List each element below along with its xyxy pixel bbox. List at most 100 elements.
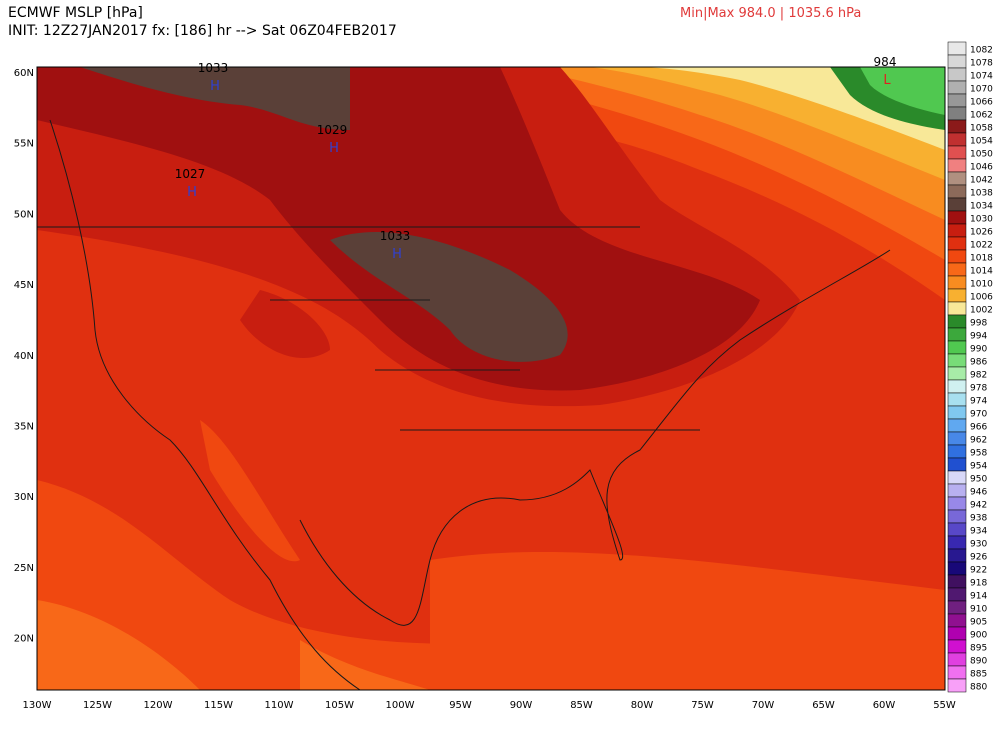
map-title: ECMWF MSLP [hPa] [8,5,143,21]
lon-label: 70W [752,700,775,711]
colorbar-cell [947,353,967,368]
lon-label: 110W [265,700,294,711]
colorbar-cell [947,366,967,381]
pressure-value: 1029 [317,123,348,137]
colorbar-cell [947,431,967,446]
colorbar-cell [947,600,967,615]
lon-label: 125W [83,700,112,711]
colorbar-label: 1082 [970,46,993,56]
lat-label: 60N [14,68,34,79]
colorbar-cell [947,54,967,69]
colorbar-label: 1058 [970,124,993,134]
colorbar-label: 954 [970,462,987,472]
coastlines [37,119,891,690]
colorbar-cell [947,145,967,160]
colorbar-label: 1002 [970,306,993,316]
colorbar-label: 950 [970,475,987,485]
colorbar-label: 1054 [970,137,993,147]
colorbar-label: 885 [970,670,987,680]
colorbar-label: 1034 [970,202,993,212]
colorbar-cell [947,158,967,173]
colorbar-cell [947,41,967,56]
map-field [37,67,945,690]
colorbar-label: 880 [970,683,987,693]
lat-label: 55N [14,139,34,150]
colorbar-label: 900 [970,631,987,641]
colorbar-cell [947,262,967,277]
colorbar-cell [947,457,967,472]
lat-label: 50N [14,209,34,220]
colorbar-label: 982 [970,371,987,381]
colorbar-label: 1006 [970,293,993,303]
colorbar-cell [947,613,967,628]
colorbar-label: 910 [970,605,987,615]
colorbar-cell [947,327,967,342]
colorbar-label: 1022 [970,241,993,251]
pressure-symbol: H [187,185,197,200]
colorbar-cell [947,509,967,524]
colorbar-label: 986 [970,358,987,368]
colorbar-label: 922 [970,566,987,576]
colorbar-cell [947,67,967,82]
lat-label: 45N [14,280,34,291]
colorbar-label: 1046 [970,163,993,173]
pressure-symbol: H [329,141,339,156]
lon-label: 105W [325,700,354,711]
colorbar-label: 974 [970,397,987,407]
lat-label: 35N [14,422,34,433]
lon-label: 85W [570,700,593,711]
colorbar-cell [947,483,967,498]
lon-label: 55W [933,700,956,711]
colorbar-label: 970 [970,410,987,420]
colorbar-label: 1070 [970,85,993,95]
colorbar-label: 966 [970,423,987,433]
colorbar-cell [947,418,967,433]
colorbar-label: 934 [970,527,987,537]
pressure-symbol: L [883,73,891,88]
colorbar-cell [947,210,967,225]
colorbar-label: 918 [970,579,987,589]
colorbar-label: 914 [970,592,987,602]
colorbar-label: 1062 [970,111,993,121]
colorbar-cell [947,678,967,693]
colorbar-cell [947,106,967,121]
colorbar-label: 998 [970,319,987,329]
colorbar-cell [947,587,967,602]
colorbar-cell [947,639,967,654]
colorbar-cell [947,574,967,589]
lat-label: 30N [14,492,34,503]
colorbar-cell [947,197,967,212]
lat-label: 40N [14,351,34,362]
pressure-value: 984 [874,55,897,69]
colorbar-label: 1042 [970,176,993,186]
colorbar-label: 962 [970,436,987,446]
min-max: Min|Max 984.0 | 1035.6 hPa [680,6,861,21]
colorbar-label: 1030 [970,215,993,225]
lon-label: 120W [144,700,173,711]
lon-label: 95W [449,700,472,711]
init-line: INIT: 12Z27JAN2017 fx: [186] hr --> Sat … [8,23,397,39]
colorbar-cell [947,119,967,134]
lon-label: 100W [386,700,415,711]
colorbar-label: 958 [970,449,987,459]
colorbar-label: 1050 [970,150,993,160]
lat-label: 20N [14,634,34,645]
lon-label: 75W [691,700,714,711]
colorbar-cell [947,652,967,667]
colorbar-label: 990 [970,345,987,355]
colorbar-label: 1018 [970,254,993,264]
colorbar-cell [947,301,967,316]
colorbar-cell [947,340,967,355]
lon-label: 130W [23,700,52,711]
colorbar-cell [947,132,967,147]
lon-label: 80W [631,700,654,711]
lon-label: 65W [812,700,835,711]
colorbar-label: 1078 [970,59,993,69]
colorbar-cell [947,288,967,303]
colorbar-cell [947,171,967,186]
colorbar-label: 930 [970,540,987,550]
colorbar-cell [947,392,967,407]
colorbar-cell [947,626,967,641]
colorbar-label: 890 [970,657,987,667]
colorbar-label: 895 [970,644,987,654]
